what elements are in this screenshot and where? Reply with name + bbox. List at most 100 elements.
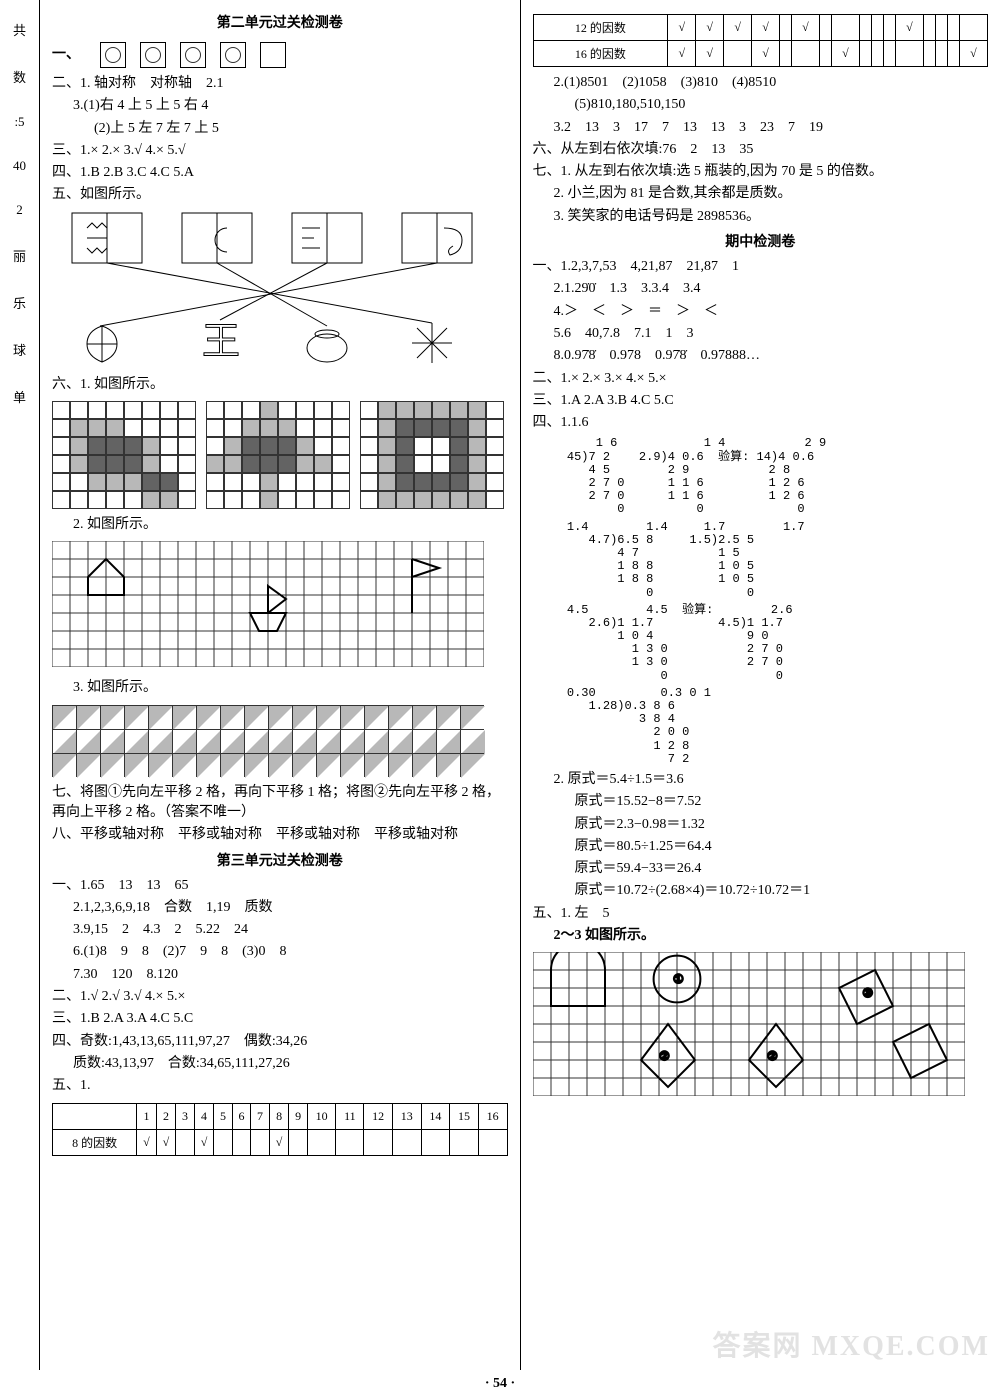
grid-cell xyxy=(314,491,332,509)
answer-line: 一、1.2,3,7,53 4,21,87 21,87 1 xyxy=(533,257,989,277)
grid-cell xyxy=(124,437,142,455)
answer-line: 原式＝80.5÷1.25＝64.4 xyxy=(575,837,989,857)
table-header: 1 xyxy=(137,1103,157,1129)
grid-cell xyxy=(432,455,450,473)
grid-cell xyxy=(160,419,178,437)
triangle-cell xyxy=(292,753,316,777)
triangle-cell xyxy=(292,705,316,729)
grid-cell xyxy=(88,473,106,491)
factor-table-8: 12345678910111213141516 8 的因数√√√√ xyxy=(52,1103,508,1156)
triangle-cell xyxy=(100,753,124,777)
grid-cell xyxy=(296,401,314,419)
table-cell: √ xyxy=(895,15,923,41)
triangle-cell xyxy=(316,753,340,777)
answer-line: 6.(1)8 9 8 (2)7 9 8 (3)0 8 xyxy=(73,942,508,962)
grid-cell xyxy=(70,401,88,419)
answer-line: 原式＝59.4−33＝26.4 xyxy=(575,859,989,879)
triangle-cell xyxy=(148,705,172,729)
margin-text: 单 xyxy=(4,387,35,406)
triangle-cell xyxy=(388,729,412,753)
grid-cell xyxy=(52,419,70,437)
table-cell xyxy=(831,15,859,41)
triangle-cell xyxy=(124,729,148,753)
answer-line: 七、1. 从左到右依次填:选 5 瓶装的,因为 70 是 5 的倍数。 xyxy=(533,162,989,182)
table-header: 15 xyxy=(450,1103,479,1129)
grid-cell xyxy=(378,491,396,509)
answer-line: 2.1,2,3,6,9,18 合数 1,19 质数 xyxy=(73,898,508,918)
table-cell: √ xyxy=(831,41,859,67)
triangle-cell xyxy=(460,753,484,777)
grid-cell xyxy=(260,455,278,473)
margin-text: 共 xyxy=(4,20,35,39)
grid-cell xyxy=(432,491,450,509)
matching-diagram: 王 xyxy=(52,208,492,368)
grid-cell xyxy=(378,401,396,419)
answer-line: 一、1.65 13 13 65 xyxy=(52,876,508,896)
triangle-cell xyxy=(52,753,76,777)
grid-cell xyxy=(160,491,178,509)
triangle-cell xyxy=(364,753,388,777)
grid-cell xyxy=(468,437,486,455)
grid-cell xyxy=(378,419,396,437)
grid-cell xyxy=(124,491,142,509)
grid-cell xyxy=(278,455,296,473)
grid-cell xyxy=(414,419,432,437)
grid-figure xyxy=(360,401,504,509)
triangle-cell xyxy=(412,705,436,729)
grid-figure xyxy=(206,401,350,509)
grid-cell xyxy=(160,401,178,419)
grid-cell xyxy=(106,401,124,419)
grid-cell xyxy=(178,419,196,437)
answer-line: 二、1. 轴对称 对称轴 2.1 xyxy=(52,74,508,94)
grid-cell xyxy=(142,437,160,455)
grid-cell xyxy=(278,491,296,509)
svg-text:③: ③ xyxy=(862,986,873,1000)
triangle-cell xyxy=(100,705,124,729)
grid-cell xyxy=(468,401,486,419)
table-cell xyxy=(883,41,895,67)
table-cell xyxy=(947,15,959,41)
q1-row: 一、 xyxy=(52,38,508,72)
grid-cell xyxy=(450,455,468,473)
table-header: 5 xyxy=(214,1103,233,1129)
triangle-pattern-grid xyxy=(52,705,508,777)
q1-label: 一、 xyxy=(52,45,80,65)
table-cell xyxy=(307,1129,336,1155)
answer-line: 七、将图①先向左平移 2 格，再向下平移 1 格；将图②先向左平移 2 格，再向… xyxy=(52,783,508,824)
grid-cell xyxy=(124,419,142,437)
answer-line: 四、1.1.6 xyxy=(533,413,989,433)
answer-line: 三、1.× 2.× 3.√ 4.× 5.√ xyxy=(52,141,508,161)
watermark: 答案网 MXQE.COM xyxy=(712,1324,990,1364)
table-header: 7 xyxy=(251,1103,270,1129)
grid-cell xyxy=(242,473,260,491)
grid-cell xyxy=(414,455,432,473)
grid-cell xyxy=(88,437,106,455)
triangle-cell xyxy=(340,753,364,777)
grid-cell xyxy=(486,419,504,437)
grid-cell xyxy=(360,419,378,437)
table-cell: √ xyxy=(792,15,820,41)
grid-cell xyxy=(314,473,332,491)
grid-cell xyxy=(224,437,242,455)
answer-line: 五、如图所示。 xyxy=(52,185,508,205)
grid-cell xyxy=(450,419,468,437)
table-cell xyxy=(923,15,935,41)
triangle-cell xyxy=(220,705,244,729)
answer-line: 三、1.B 2.A 3.A 4.C 5.C xyxy=(52,1009,508,1029)
table-cell xyxy=(450,1129,479,1155)
triangle-cell xyxy=(436,705,460,729)
triangle-cell xyxy=(124,753,148,777)
grid-cell xyxy=(224,491,242,509)
grid-cell xyxy=(486,455,504,473)
grid-cell xyxy=(242,455,260,473)
circle-box-row xyxy=(100,42,286,68)
table-cell xyxy=(959,15,987,41)
grid-cell xyxy=(160,473,178,491)
answer-line: (2)上 5 左 7 左 7 上 5 xyxy=(94,119,508,139)
answer-line: 原式＝15.52−8＝7.52 xyxy=(575,792,989,812)
grid-cell xyxy=(206,401,224,419)
answer-line: 2. 原式＝5.4÷1.5＝3.6 xyxy=(554,770,989,790)
grid-cell xyxy=(260,401,278,419)
table-cell: √ xyxy=(194,1129,214,1155)
answer-line: 2. 如图所示。 xyxy=(73,515,508,535)
